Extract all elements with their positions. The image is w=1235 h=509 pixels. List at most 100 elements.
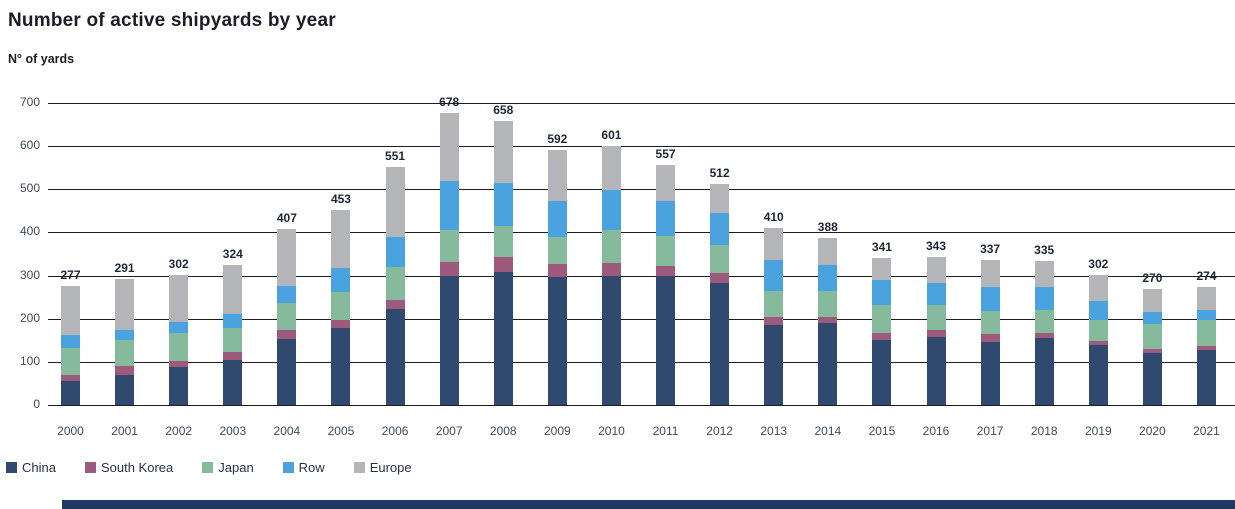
total-label-2004: 407 [276,211,297,226]
total-label-2016: 343 [925,239,947,254]
x-tick-label-2019: 2019 [1084,424,1112,438]
segment-japan-2015 [872,305,892,333]
legend-swatch-icon [202,462,214,473]
segment-japan-2009 [547,236,567,265]
plot-area [48,103,1235,406]
segment-south-korea-2020 [1142,349,1162,354]
y-tick-label-100: 100 [19,353,40,368]
segment-row-2013 [764,259,784,291]
legend-label: South Korea [100,460,174,475]
segment-japan-2007 [439,229,459,262]
segment-europe-2019 [1088,274,1108,302]
total-label-2018: 335 [1034,242,1055,257]
segment-japan-2003 [223,327,243,353]
segment-row-2016 [926,283,946,305]
x-tick-label-2008: 2008 [489,424,517,438]
stacked-bar-2018 [1034,260,1054,405]
bar-column-2001: 291 [114,103,135,405]
y-tick-label-500: 500 [19,181,40,196]
legend: China South Korea Japan Row Europe [6,460,412,475]
legend-item-china: China [6,460,56,475]
segment-row-2014 [818,265,838,292]
segment-south-korea-2012 [710,273,730,283]
segment-japan-2008 [493,226,513,258]
segment-row-2002 [169,321,189,333]
segment-japan-2016 [926,304,946,331]
x-tick-label-2011: 2011 [652,424,679,438]
x-tick-label-2009: 2009 [544,424,571,438]
segment-europe-2005 [331,209,351,269]
y-tick-label-200: 200 [19,310,40,325]
segment-row-2019 [1088,301,1108,321]
segment-row-2008 [493,182,513,227]
total-label-2010: 601 [601,127,622,142]
bar-column-2017: 337 [980,103,1000,405]
bar-column-2013: 410 [763,103,784,405]
segment-south-korea-2007 [439,261,459,276]
segment-row-2007 [439,181,459,230]
x-tick-label-2018: 2018 [1030,424,1058,438]
legend-label: Europe [369,460,412,475]
segment-china-2000 [61,381,80,405]
x-tick-label-2013: 2013 [760,424,788,438]
stacked-bar-2001 [115,279,135,405]
segment-china-2001 [115,374,135,405]
total-label-2005: 453 [330,191,351,206]
total-label-2001: 291 [114,261,135,276]
stacked-bar-2021 [1196,286,1216,405]
segment-row-2003 [223,314,243,328]
segment-europe-2004 [277,229,297,286]
gridline-100 [48,361,1235,363]
x-axis-labels: 2000 2001 2002 2003 2004 2005 2006 2007 2008 2009… [57,424,1220,438]
x-tick-label-2003: 2003 [219,424,247,438]
segment-europe-2018 [1034,260,1054,287]
segment-row-2000 [61,335,80,349]
stacked-bar-2012 [710,184,730,405]
segment-row-2018 [1034,286,1054,310]
total-label-2012: 512 [709,166,730,181]
total-label-2013: 410 [763,210,784,225]
stacked-bar-2015 [872,257,892,405]
segment-europe-2007 [439,112,459,182]
segment-south-korea-2003 [223,352,243,360]
stacked-bar-2003 [223,265,243,405]
segment-row-2006 [385,237,405,268]
segment-japan-2001 [115,340,135,367]
segment-china-2018 [1034,338,1054,405]
total-label-2011: 557 [655,146,676,161]
segment-south-korea-2002 [169,361,189,368]
stacked-bar-2016 [926,257,946,405]
segment-south-korea-2013 [764,317,784,326]
segment-south-korea-2010 [601,262,621,276]
segment-japan-2014 [818,291,838,317]
legend-label: Japan [218,460,254,475]
segment-china-2009 [547,276,567,405]
x-tick-label-2004: 2004 [273,424,301,438]
segment-japan-2021 [1196,320,1216,346]
x-tick-label-2014: 2014 [814,424,842,438]
segment-row-2011 [656,201,676,236]
x-tick-label-2015: 2015 [868,424,896,438]
legend-item-south-korea: South Korea [84,460,174,475]
total-label-2014: 388 [817,219,838,234]
total-label-2006: 551 [385,149,406,164]
segment-china-2012 [710,282,730,405]
segment-china-2007 [439,275,459,405]
bar-column-2019: 302 [1088,103,1108,405]
segment-china-2015 [872,340,892,405]
segment-china-2008 [493,272,513,405]
bar-column-2016: 343 [925,103,947,405]
total-label-2008: 658 [493,103,514,118]
bar-column-2021: 274 [1196,103,1216,405]
segment-south-korea-2018 [1034,333,1054,339]
segment-china-2013 [764,325,784,405]
segment-china-2021 [1196,350,1216,405]
gridline-400 [48,232,1235,234]
segment-row-2012 [710,212,730,245]
bar-column-2015: 341 [872,103,892,405]
segment-japan-2004 [277,302,297,331]
bar-column-2008: 658 [493,103,514,405]
y-tick-label-600: 600 [19,138,40,153]
segment-china-2004 [277,339,297,405]
x-tick-label-2021: 2021 [1193,424,1220,438]
